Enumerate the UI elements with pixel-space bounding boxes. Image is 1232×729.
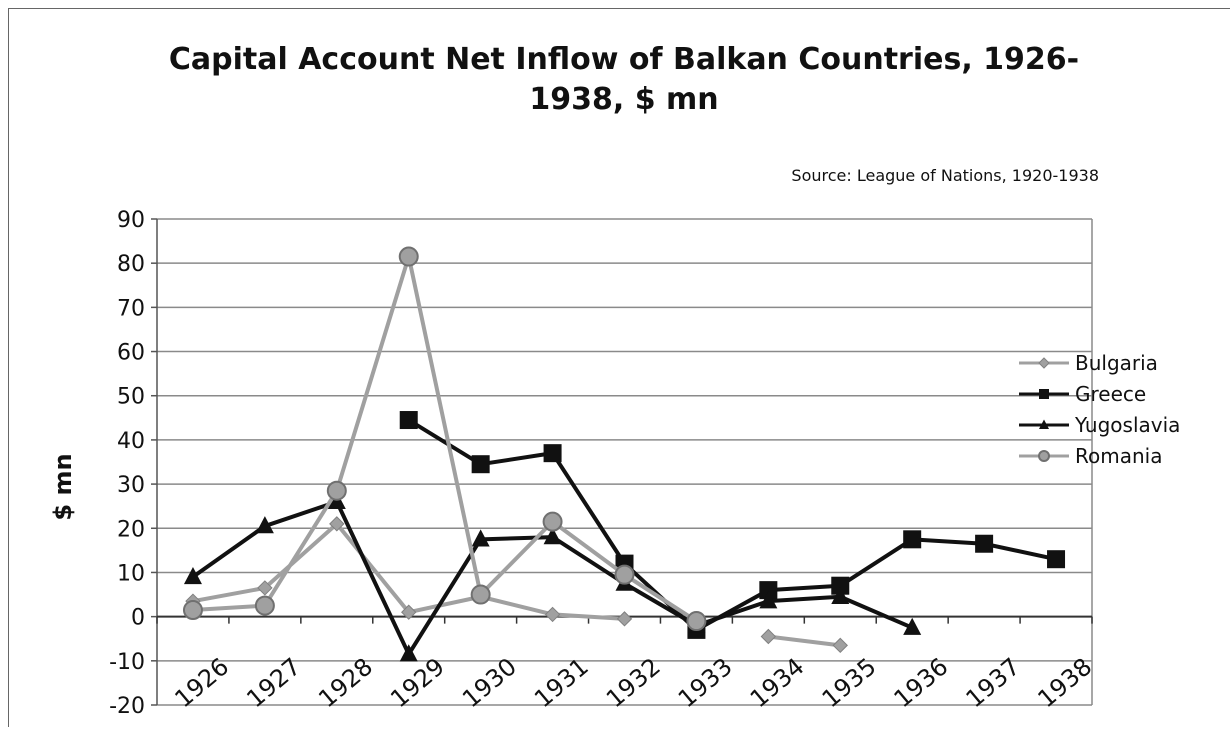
data-point xyxy=(257,580,273,596)
series-layer xyxy=(182,246,1066,662)
x-tick-label: 1929 xyxy=(385,653,450,714)
chart-svg: Capital Account Net Inflow of Balkan Cou… xyxy=(49,42,1180,719)
y-tick-label: 90 xyxy=(117,208,145,233)
grid-layer xyxy=(157,218,1093,706)
x-tick-label: 1930 xyxy=(457,653,522,714)
chart-frame: Capital Account Net Inflow of Balkan Cou… xyxy=(8,8,1230,727)
data-point xyxy=(686,611,707,632)
chart-title-line2: 1938, $ mn xyxy=(529,82,718,117)
x-tick-label: 1928 xyxy=(313,653,378,714)
data-point xyxy=(544,606,561,623)
data-point xyxy=(831,586,850,604)
legend-label: Bulgaria xyxy=(1075,351,1158,375)
chart-source-note: Source: League of Nations, 1920-1938 xyxy=(791,166,1099,185)
series-bulgaria xyxy=(185,516,848,654)
y-tick-label: 80 xyxy=(117,252,145,277)
legend-item-yugoslavia: Yugoslavia xyxy=(1019,413,1180,437)
y-tick-label: 30 xyxy=(117,473,145,498)
data-point xyxy=(831,576,850,595)
y-tick-label: 50 xyxy=(117,385,145,410)
data-point xyxy=(759,581,778,600)
data-point xyxy=(326,480,347,501)
x-tick-label: 1926 xyxy=(169,653,234,714)
data-point xyxy=(1047,550,1066,569)
data-point xyxy=(543,527,562,545)
y-tick-label: -20 xyxy=(109,694,145,719)
data-point xyxy=(471,529,490,547)
x-tick-label: 1931 xyxy=(529,653,594,714)
data-point xyxy=(401,604,417,620)
data-point xyxy=(616,611,633,627)
y-tick-label: 20 xyxy=(117,517,145,542)
series-line xyxy=(407,418,1057,632)
data-point xyxy=(759,591,778,609)
y-tick-label: 60 xyxy=(117,341,145,366)
data-point xyxy=(182,600,203,621)
legend-item-romania: Romania xyxy=(1019,444,1162,468)
x-tick-label: 1935 xyxy=(817,653,882,714)
data-point xyxy=(542,511,563,532)
data-point xyxy=(399,644,418,662)
axis-layer: 90 80 70 60 50 40 30 20 10 0 -10 -20 1926 1927 1928 192… xyxy=(109,208,1097,719)
data-point xyxy=(1038,450,1050,462)
y-tick-label: 10 xyxy=(117,561,145,586)
data-point xyxy=(1039,419,1049,429)
x-tick-label: 1936 xyxy=(889,653,954,714)
x-tick-label: 1932 xyxy=(601,653,666,714)
data-point xyxy=(399,411,418,430)
data-point xyxy=(255,516,274,534)
y-tick-label: 70 xyxy=(117,296,145,321)
x-tick-label: 1933 xyxy=(673,653,738,714)
data-point xyxy=(760,628,777,645)
data-point xyxy=(975,534,994,553)
x-tick-label: 1934 xyxy=(745,653,810,714)
x-tick-label: 1927 xyxy=(241,653,306,714)
y-tick-label: 40 xyxy=(117,429,145,454)
data-point xyxy=(254,595,275,616)
series-romania xyxy=(182,246,707,632)
data-point xyxy=(903,530,922,549)
data-point xyxy=(903,617,922,635)
data-point xyxy=(398,246,419,267)
data-point xyxy=(470,584,491,605)
data-point xyxy=(832,637,848,654)
series-line xyxy=(768,634,841,648)
y-tick-label: 0 xyxy=(131,606,145,631)
x-tick-label: 1938 xyxy=(1033,653,1098,714)
data-point xyxy=(543,444,562,463)
data-point xyxy=(614,564,635,585)
x-tick-label: 1937 xyxy=(961,653,1026,714)
legend-item-bulgaria: Bulgaria xyxy=(1019,351,1158,375)
data-point xyxy=(329,516,345,532)
data-point xyxy=(183,566,202,585)
legend-item-greece: Greece xyxy=(1019,382,1146,406)
legend-label: Greece xyxy=(1075,382,1146,406)
series-line xyxy=(192,254,698,623)
y-axis-label: $ mn xyxy=(49,453,77,520)
legend-label: Romania xyxy=(1075,444,1162,468)
y-tick-label: -10 xyxy=(109,650,145,675)
data-point xyxy=(471,455,490,474)
series-greece xyxy=(399,411,1066,639)
data-point xyxy=(1039,389,1049,399)
data-point xyxy=(1038,357,1050,369)
chart-title-line1: Capital Account Net Inflow of Balkan Cou… xyxy=(169,42,1079,77)
legend: Bulgaria Greece Yugoslavia Romania xyxy=(1019,351,1180,468)
legend-label: Yugoslavia xyxy=(1074,413,1180,437)
